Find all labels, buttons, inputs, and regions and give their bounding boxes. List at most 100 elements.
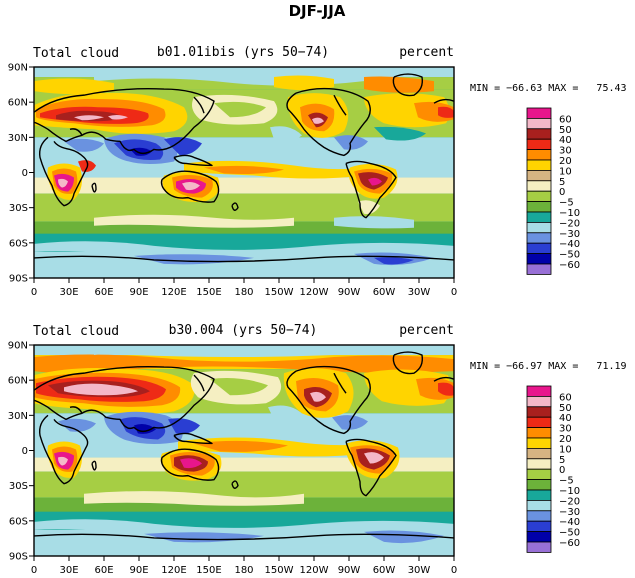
y-tick-label: 0 [22,446,28,457]
colorbar-swatch [526,531,552,543]
colorbar-swatch [526,118,552,130]
y-tick-label: 30N [8,411,28,422]
x-tick-label: 60W [373,287,396,298]
x-tick-label: 120E [161,287,186,298]
colorbar-label: 30 [559,146,572,157]
panel-1-left-title: Total cloud [33,46,119,61]
colorbar-swatch [526,437,552,449]
x-tick-label: 180 [234,565,253,576]
colorbar-swatch [526,510,552,522]
panel-2-left-title: Total cloud [33,324,119,339]
x-tick-label: 180 [234,287,253,298]
colorbar-swatch [526,479,552,491]
colorbar-swatch [526,221,552,234]
x-tick-label: 90E [129,287,148,298]
y-tick-label: 60S [9,238,28,249]
colorbar-swatch [526,169,552,182]
x-tick-label: 90W [338,565,361,576]
colorbar-swatch [526,520,552,533]
x-tick-label: 0 [451,287,457,298]
panel-2-center-title: b30.004 (yrs 50−74) [169,323,318,338]
x-tick-label: 0 [31,287,37,298]
colorbar-label: −5 [559,198,574,209]
x-tick-label: 120W [300,565,329,576]
y-tick-label: 30N [8,133,28,144]
colorbar-swatch [526,107,552,119]
figure-title: DJF-JJA [289,2,346,20]
colorbar-label: 10 [559,444,572,455]
colorbar-swatch [526,128,552,140]
colorbar-swatch [526,232,552,244]
x-tick-label: 30E [59,565,78,576]
colorbar-label: −60 [559,260,580,271]
x-tick-label: 60W [373,565,396,576]
panel-2-map [34,345,454,556]
x-tick-label: 0 [451,565,457,576]
y-tick-label: 30S [9,481,28,492]
x-tick-label: 0 [31,565,37,576]
colorbar-label: 30 [559,424,572,435]
y-tick-label: 90N [8,63,28,74]
colorbar-swatch [526,211,552,223]
x-tick-label: 150W [265,565,294,576]
colorbar-label: 5 [559,177,565,188]
colorbar-swatch [526,499,552,512]
panel-1-min-max: MIN = −66.63 MAX = 75.43 [470,83,627,94]
panel-2-min-max: MIN = −66.97 MAX = 71.19 [470,361,627,372]
colorbar-label: 40 [559,413,572,424]
colorbar-swatch [526,242,552,254]
y-tick-label: 90N [8,341,28,352]
panel-2: Total cloud b30.004 (yrs 50−74) percent … [8,323,627,576]
panel-1-right-title: percent [399,45,454,60]
colorbar-label: 20 [559,434,572,445]
colorbar-swatch [526,201,552,213]
colorbar-swatch [526,458,552,470]
x-tick-label: 150E [196,287,221,298]
colorbar-label: −60 [559,538,580,549]
y-tick-label: 60S [9,516,28,527]
colorbar-label: 10 [559,166,572,177]
x-tick-label: 30E [59,287,78,298]
x-tick-label: 60E [94,565,113,576]
sh-subtropics-band [34,177,454,194]
y-tick-label: 90S [9,274,28,285]
colorbar-swatch [526,541,552,553]
panel-1-axes: 0 30E 60E 90E 120E 150E 180 150W 120W 90W 60W 30W 09… [8,63,457,299]
colorbar-label: −40 [559,517,580,528]
colorbar-label: 40 [559,135,572,146]
panel-2-axes: 0 30E 60E 90E 120E 150E 180 150W 120W 90W 60W 30W 09… [8,341,457,577]
colorbar-swatch [526,406,552,418]
colorbar-swatch [526,385,552,397]
x-tick-label: 120W [300,287,329,298]
colorbar-swatch [526,180,552,192]
colorbar-label: −20 [559,218,580,229]
colorbar-label: 5 [559,455,565,466]
colorbar-swatch [526,427,552,439]
colorbar-label: −20 [559,496,580,507]
colorbar-swatch [526,190,552,202]
y-tick-label: 0 [22,168,28,179]
y-tick-label: 90S [9,552,28,563]
colorbar-label: 50 [559,125,572,136]
x-tick-label: 120E [161,565,186,576]
colorbar-label: −10 [559,486,580,497]
colorbar-label: 60 [559,114,572,125]
x-tick-label: 90W [338,287,361,298]
panel-1-center-title: b01.01ibis (yrs 50−74) [157,45,329,60]
colorbar-swatch [526,263,552,275]
colorbar-swatch [526,253,552,265]
colorbar-label: 0 [559,187,565,198]
colorbar-swatch [526,395,552,408]
x-tick-label: 30W [408,287,431,298]
colorbar-swatch [526,149,552,161]
colorbar-label: −30 [559,507,580,518]
x-tick-label: 150E [196,565,221,576]
colorbar-label: −40 [559,239,580,250]
colorbar-label: −30 [559,229,580,240]
y-tick-label: 60N [8,376,28,387]
panel-2-right-title: percent [399,323,454,338]
y-tick-label: 60N [8,98,28,109]
colorbar-swatch [526,416,552,429]
